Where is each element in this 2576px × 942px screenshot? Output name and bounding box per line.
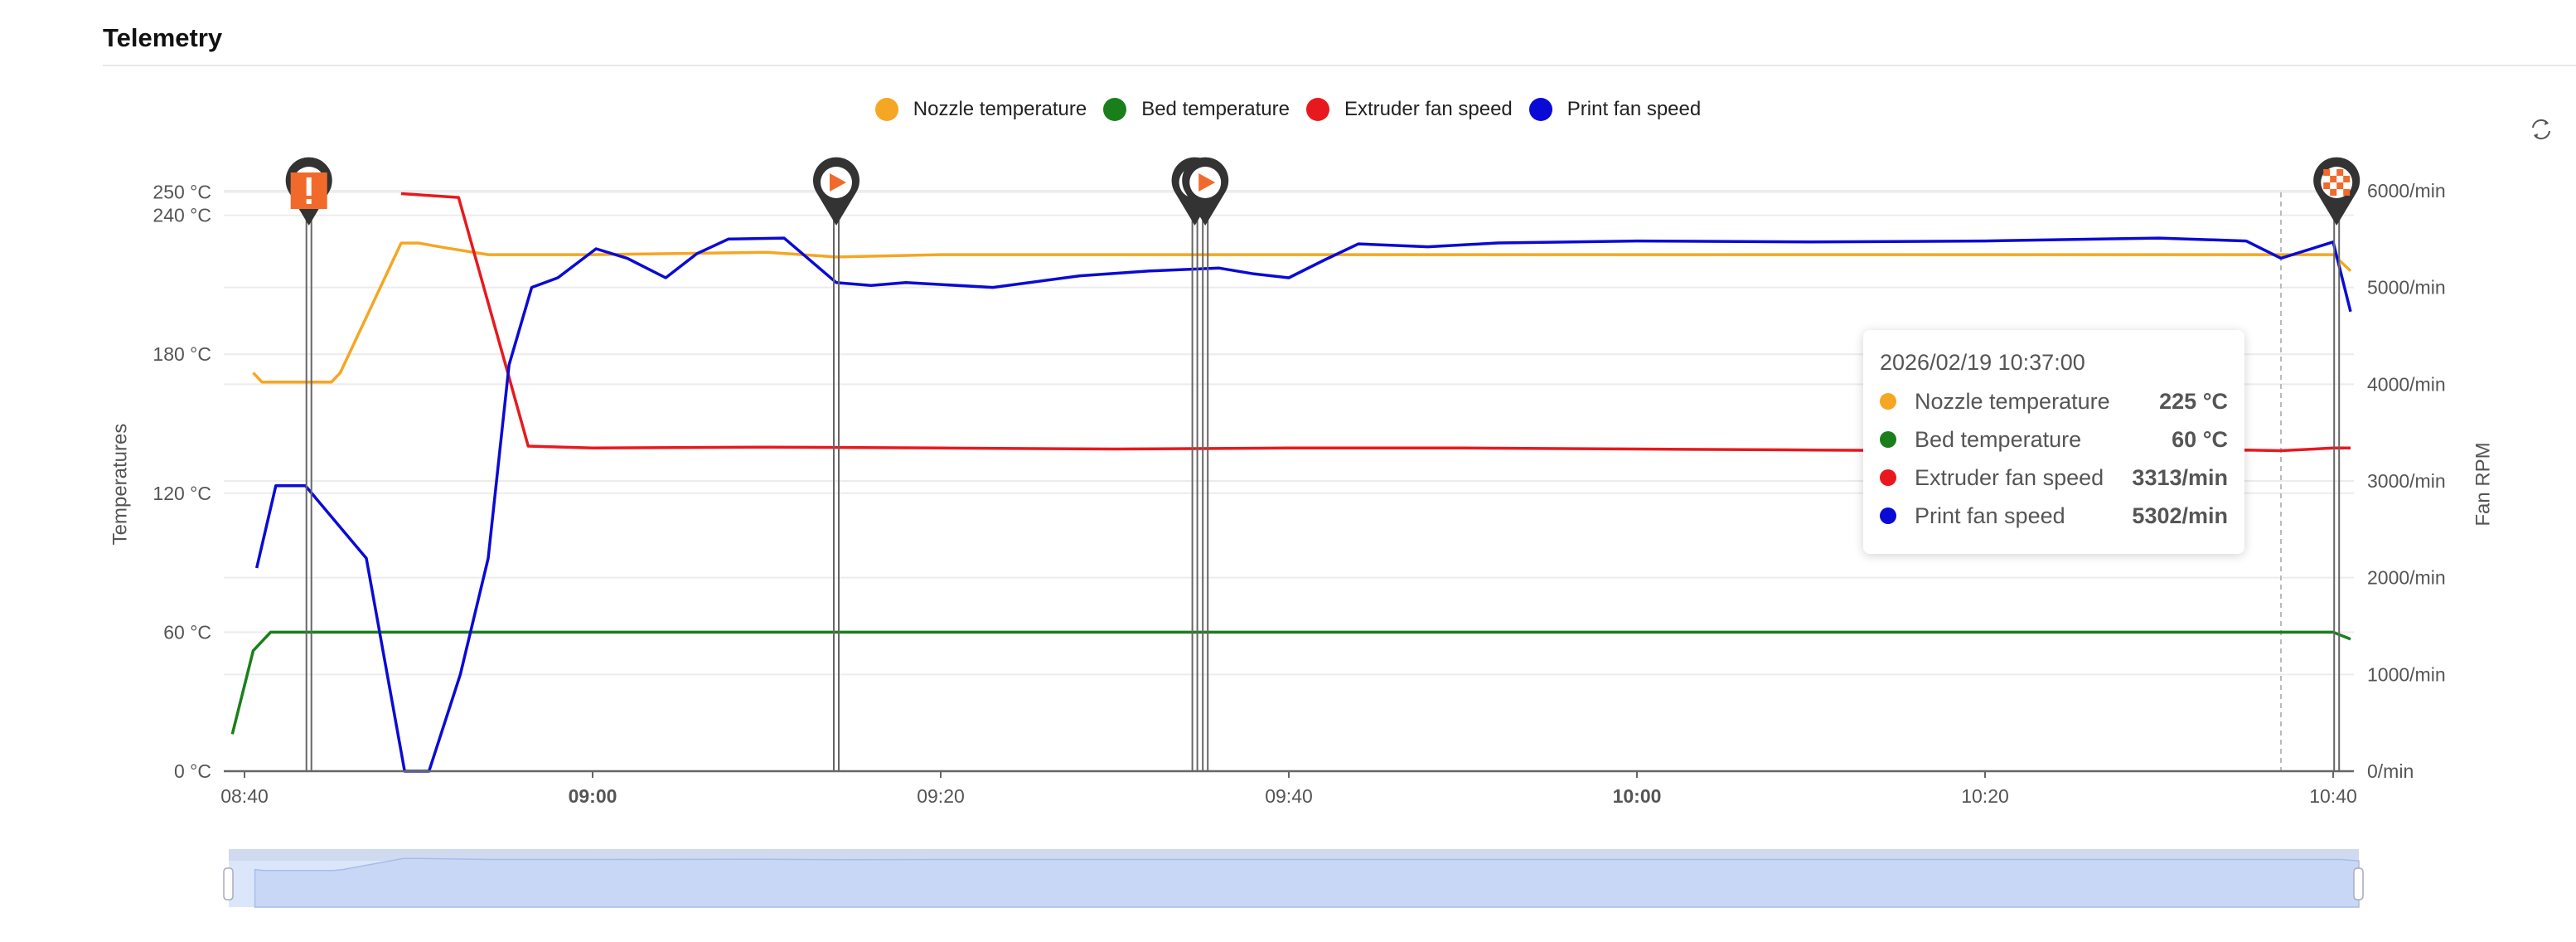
tooltip-row-bed: Bed temperature 60 °C bbox=[1880, 423, 2228, 456]
dot-icon bbox=[1880, 469, 1896, 486]
slider-preview-area bbox=[254, 857, 2360, 908]
slider-top-bar[interactable] bbox=[229, 849, 2359, 861]
play-icon bbox=[830, 173, 846, 192]
dot-icon bbox=[1880, 507, 1896, 524]
chart-legend: Nozzle temperature Bed temperature Extru… bbox=[0, 98, 2576, 121]
refresh-button[interactable] bbox=[2528, 116, 2554, 143]
legend-label: Bed temperature bbox=[1141, 98, 1290, 120]
legend-label: Extruder fan speed bbox=[1344, 98, 1513, 120]
legend-dot-icon bbox=[1528, 98, 1552, 121]
tooltip-row-print-fan: Print fan speed 5302/min bbox=[1880, 499, 2228, 532]
svg-text:1000/min: 1000/min bbox=[2367, 663, 2446, 685]
marker-error[interactable] bbox=[285, 157, 332, 771]
legend-dot-icon bbox=[1103, 98, 1127, 121]
tooltip-time: 2026/02/19 10:37:00 bbox=[1880, 350, 2085, 375]
svg-text:08:40: 08:40 bbox=[220, 785, 269, 807]
legend-item-nozzle-temperature[interactable]: Nozzle temperature bbox=[874, 98, 1087, 121]
svg-text:60 °C: 60 °C bbox=[163, 621, 211, 643]
tooltip-row-extruder-fan: Extruder fan speed 3313/min bbox=[1880, 461, 2228, 494]
svg-text:3000/min: 3000/min bbox=[2367, 470, 2446, 492]
slider-handle-left[interactable] bbox=[223, 867, 234, 901]
tooltip-value: 5302/min bbox=[2132, 503, 2228, 528]
svg-text:09:20: 09:20 bbox=[917, 785, 965, 807]
dot-icon bbox=[1880, 393, 1896, 410]
tooltip-value: 3313/min bbox=[2132, 464, 2228, 490]
page-title: Telemetry bbox=[103, 23, 223, 52]
svg-text:250 °C: 250 °C bbox=[153, 182, 211, 203]
tooltip-label: Nozzle temperature bbox=[1915, 388, 2110, 414]
svg-text:120 °C: 120 °C bbox=[153, 483, 211, 504]
svg-text:09:40: 09:40 bbox=[1265, 785, 1313, 807]
tooltip-value: 60 °C bbox=[2172, 426, 2228, 452]
tooltip-label: Bed temperature bbox=[1915, 426, 2082, 452]
svg-text:09:00: 09:00 bbox=[569, 785, 617, 807]
legend-item-bed-temperature[interactable]: Bed temperature bbox=[1103, 98, 1290, 121]
series-lines bbox=[230, 192, 2352, 773]
marker-start[interactable] bbox=[813, 157, 860, 771]
legend-item-extruder-fan-speed[interactable]: Extruder fan speed bbox=[1305, 98, 1513, 121]
slider-handle-right[interactable] bbox=[2353, 867, 2364, 901]
right-axis-ticks: 6000/min 5000/min 4000/min 3000/min 2000/min… bbox=[2367, 180, 2446, 782]
tooltip-value: 225 °C bbox=[2159, 388, 2228, 414]
title-divider bbox=[103, 65, 2576, 66]
svg-text:10:20: 10:20 bbox=[1961, 785, 2009, 807]
legend-dot-icon bbox=[874, 98, 898, 121]
alert-icon bbox=[290, 172, 327, 209]
svg-text:0 °C: 0 °C bbox=[174, 760, 211, 782]
tooltip-row-nozzle: Nozzle temperature 225 °C bbox=[1880, 385, 2228, 418]
legend-dot-icon bbox=[1305, 98, 1329, 121]
marker-start[interactable] bbox=[1182, 157, 1229, 771]
legend-label: Nozzle temperature bbox=[913, 98, 1087, 120]
data-zoom-slider[interactable] bbox=[223, 849, 2364, 908]
svg-text:4000/min: 4000/min bbox=[2367, 373, 2446, 395]
svg-text:6000/min: 6000/min bbox=[2367, 180, 2446, 202]
legend-item-print-fan-speed[interactable]: Print fan speed bbox=[1528, 98, 1702, 121]
marker-start[interactable] bbox=[1171, 157, 1218, 771]
dot-icon bbox=[1880, 431, 1896, 448]
chart-tooltip: 2026/02/19 10:37:00 Nozzle temperature 2… bbox=[1863, 330, 2244, 554]
svg-text:240 °C: 240 °C bbox=[153, 205, 211, 226]
svg-text:180 °C: 180 °C bbox=[153, 343, 211, 365]
tooltip-label: Print fan speed bbox=[1915, 503, 2065, 528]
play-icon bbox=[1198, 173, 1216, 192]
refresh-icon bbox=[2532, 119, 2550, 140]
x-axis-ticks: 08:40 09:00 09:20 09:40 10:00 10:20 10:40 bbox=[220, 771, 2357, 807]
event-markers[interactable] bbox=[285, 157, 2361, 771]
checkered-flag-icon bbox=[2323, 169, 2351, 196]
legend-label: Print fan speed bbox=[1566, 98, 1702, 120]
marker-finish[interactable] bbox=[2313, 157, 2361, 771]
tooltip-label: Extruder fan speed bbox=[1915, 464, 2104, 490]
svg-text:2000/min: 2000/min bbox=[2367, 567, 2446, 589]
svg-text:0/min: 0/min bbox=[2367, 760, 2414, 782]
svg-text:10:40: 10:40 bbox=[2309, 785, 2357, 807]
svg-text:10:00: 10:00 bbox=[1613, 785, 1662, 807]
svg-text:5000/min: 5000/min bbox=[2367, 277, 2446, 299]
